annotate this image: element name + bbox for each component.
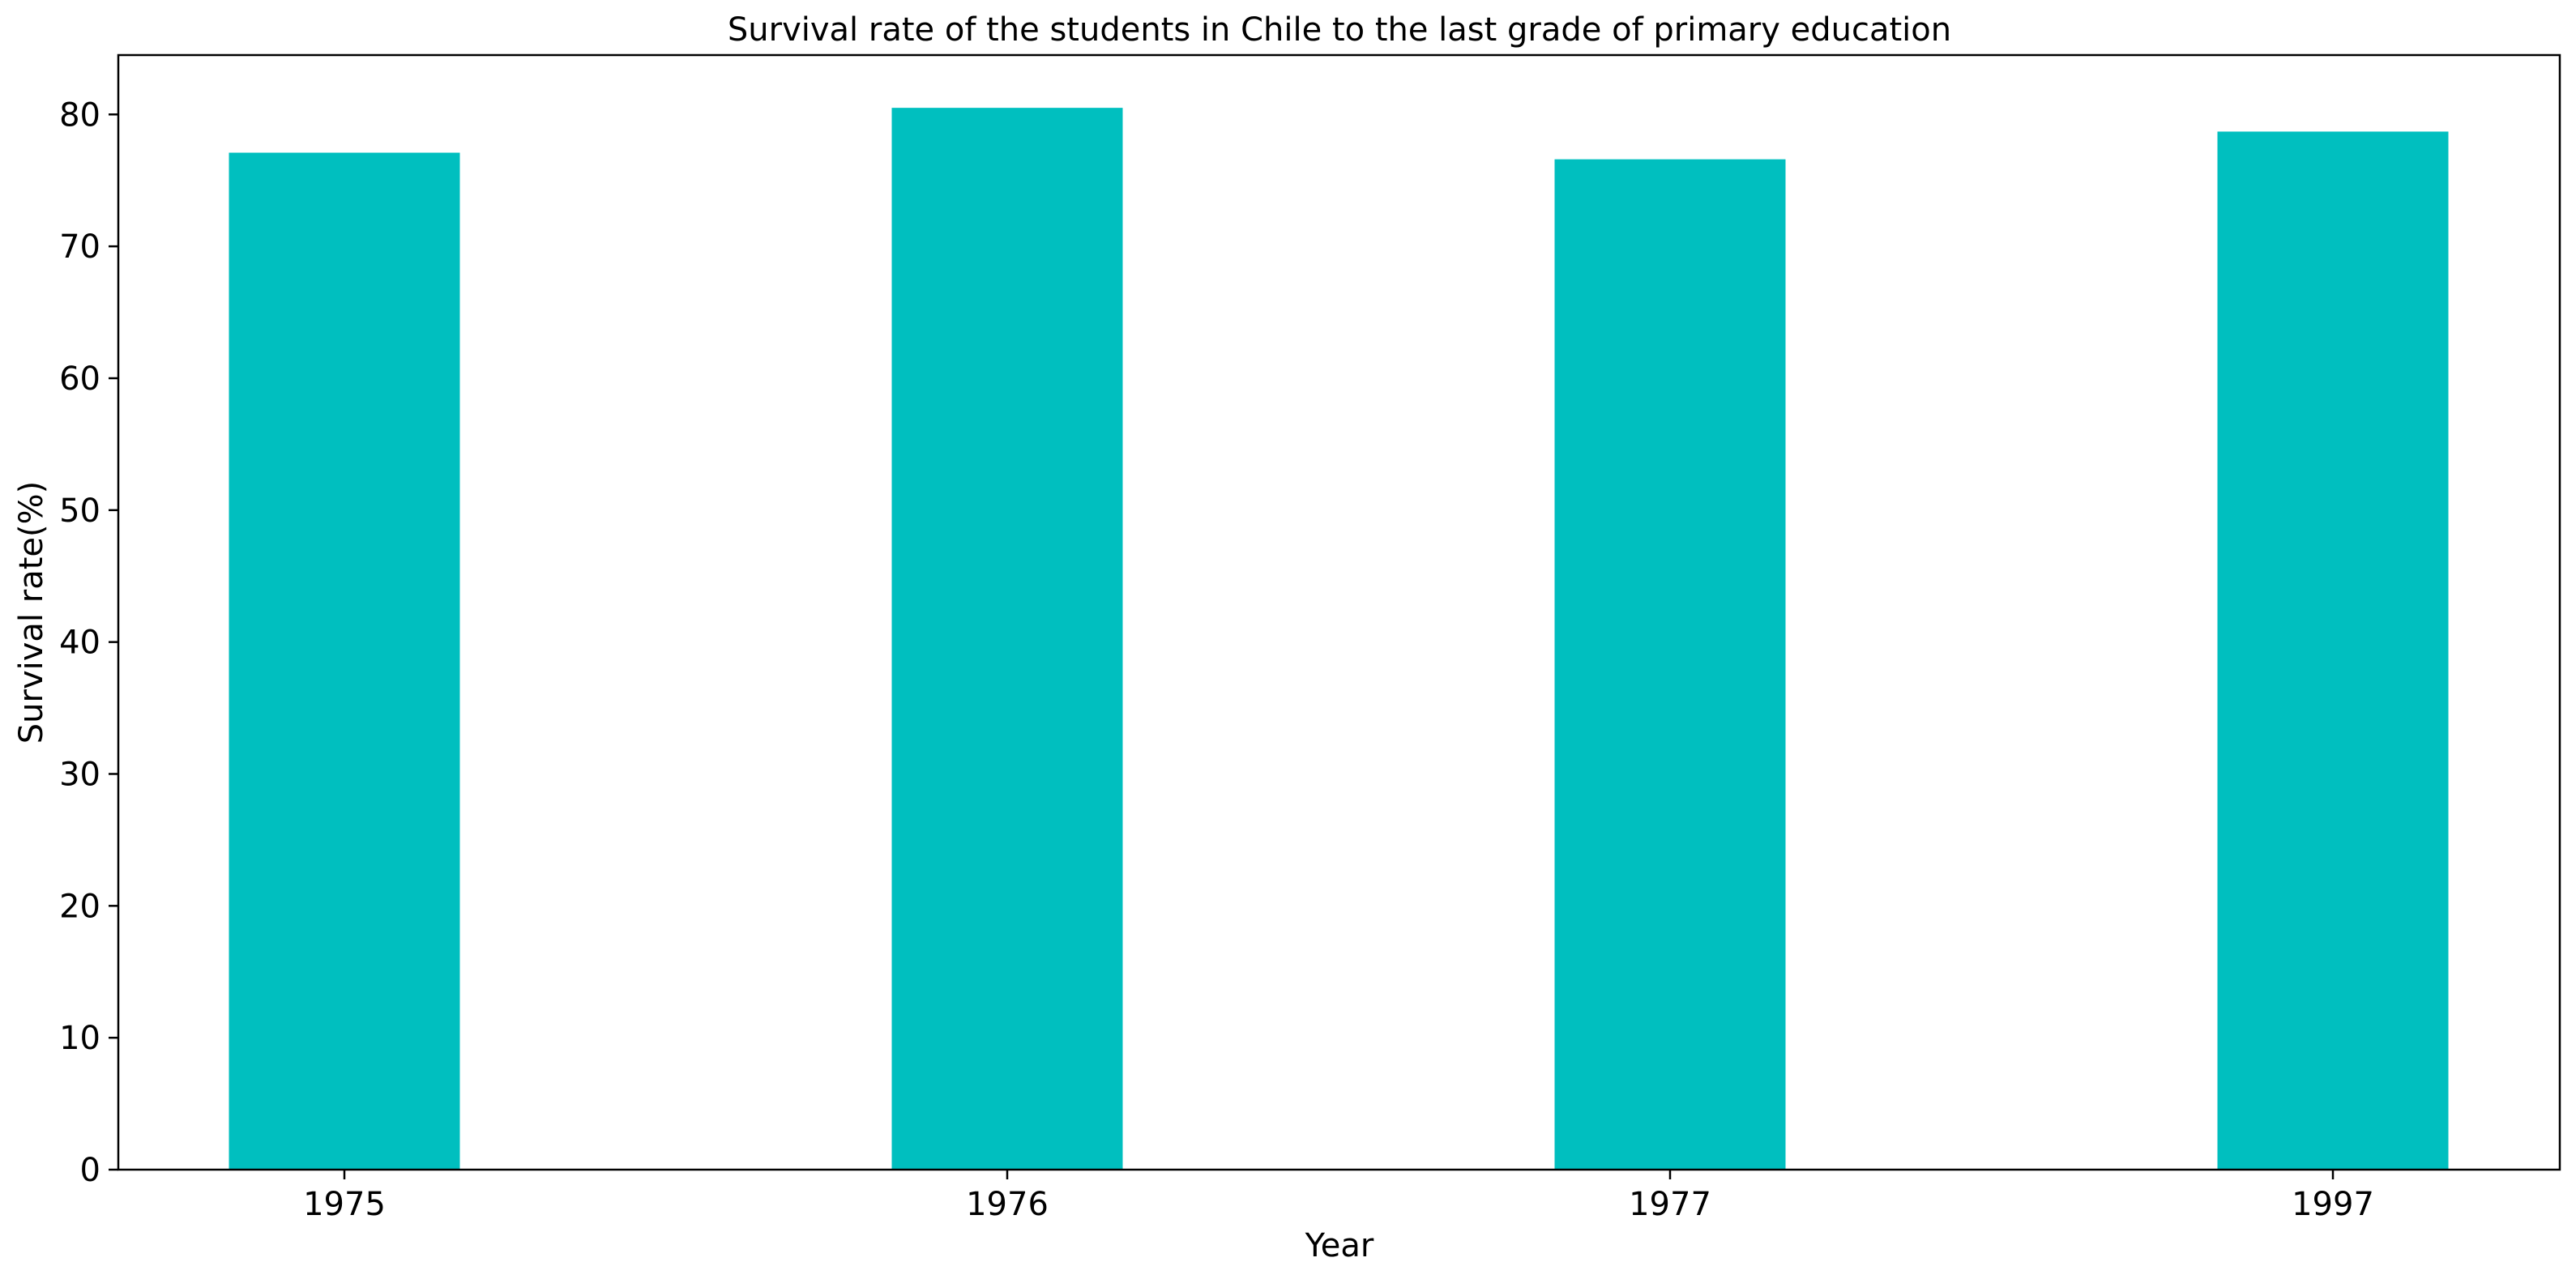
- plot-frame: [117, 53, 2561, 1171]
- x-tick-label: 1997: [2292, 1186, 2374, 1223]
- bar-1976: [891, 108, 1123, 1170]
- bars-layer: [229, 108, 2449, 1170]
- x-axis-label: Year: [1305, 1227, 1374, 1264]
- chart-title: Survival rate of the students in Chile t…: [728, 11, 1951, 49]
- y-tick-label: 10: [59, 1020, 100, 1057]
- y-tick-label: 60: [59, 360, 100, 398]
- y-tick-label: 40: [59, 625, 100, 662]
- y-tick-label: 70: [59, 228, 100, 266]
- bar-1975: [229, 152, 460, 1170]
- bar-1997: [2217, 131, 2449, 1170]
- x-axis-ticks: 1975 1976 1977 1997: [303, 1170, 2374, 1223]
- x-tick-label: 1976: [966, 1186, 1049, 1223]
- x-tick-label: 1975: [303, 1186, 386, 1223]
- bar-1977: [1554, 159, 1786, 1170]
- y-tick-label: 0: [80, 1152, 100, 1189]
- y-axis-ticks: 0 10 20 30 40 50 60 70 80: [59, 96, 118, 1189]
- y-tick-label: 80: [59, 96, 100, 134]
- y-tick-label: 50: [59, 492, 100, 530]
- y-tick-label: 30: [59, 756, 100, 793]
- x-tick-label: 1977: [1629, 1186, 1711, 1223]
- y-axis-label: Survival rate(%): [13, 481, 50, 744]
- y-tick-label: 20: [59, 888, 100, 925]
